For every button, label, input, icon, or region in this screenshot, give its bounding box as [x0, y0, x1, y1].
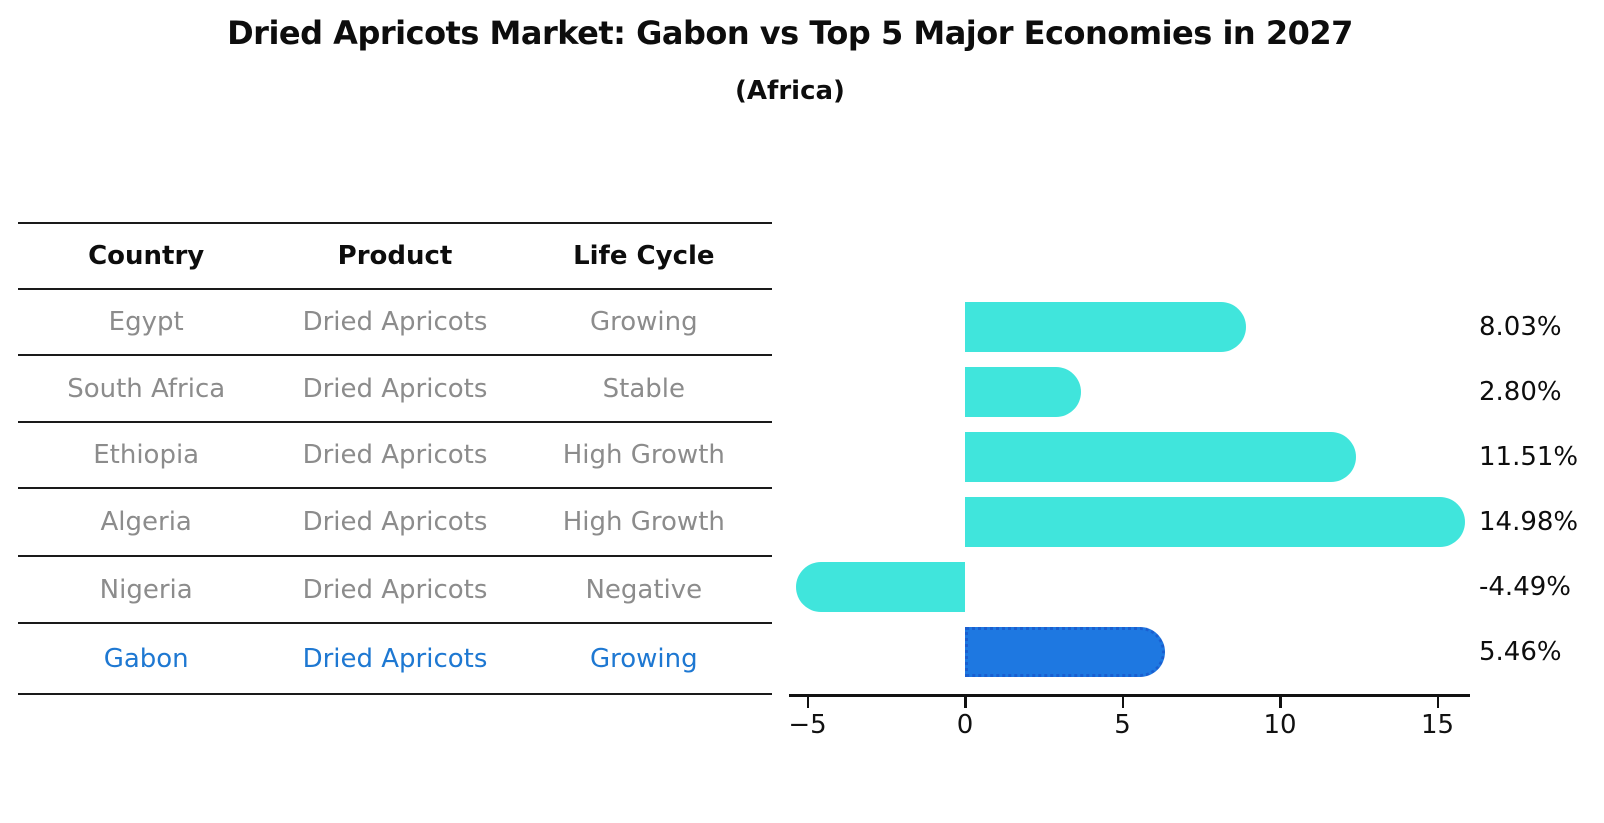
- table-cell-life-cycle: High Growth: [562, 440, 725, 470]
- x-axis-tick: [1279, 697, 1282, 708]
- x-axis-tick-label: 5: [1114, 710, 1131, 740]
- table-cell-country: Nigeria: [99, 574, 193, 605]
- table-row: South Africa Dried Apricots Stable: [18, 356, 772, 421]
- x-axis-tick-label: 10: [1263, 710, 1297, 740]
- table-cell-country: South Africa: [67, 373, 226, 404]
- table-cell-product: Dried Apricots: [302, 507, 488, 537]
- table-cell-country: Algeria: [100, 507, 192, 537]
- value-label-ethiopia: 11.51%: [1479, 442, 1579, 472]
- table-bottom-border: [18, 693, 772, 695]
- table-row: Gabon Dried Apricots Growing: [18, 624, 772, 693]
- table-cell-product: Dried Apricots: [302, 307, 488, 337]
- x-axis-tick-label: 0: [956, 710, 974, 740]
- x-axis-tick: [806, 697, 809, 708]
- table-cell-product: Dried Apricots: [302, 574, 488, 605]
- value-label-gabon: 5.46%: [1479, 637, 1562, 667]
- bar-gabon: [965, 627, 1165, 677]
- bar-nigeria: [795, 562, 965, 612]
- bar-ethiopia: [965, 432, 1356, 482]
- x-axis-tick: [1436, 697, 1439, 708]
- table-cell-product: Dried Apricots: [302, 440, 488, 470]
- table-row: Algeria Dried Apricots High Growth: [18, 489, 772, 555]
- table-row: Egypt Dried Apricots Growing: [18, 290, 772, 354]
- table-row-divider: [18, 555, 772, 557]
- table-row: Ethiopia Dried Apricots High Growth: [18, 423, 772, 487]
- x-axis-tick-label: −5: [788, 710, 827, 740]
- x-axis-tick: [964, 697, 967, 708]
- bar-algeria: [965, 497, 1465, 547]
- column-header-product: Product: [337, 241, 453, 271]
- table-cell-life-cycle: High Growth: [562, 507, 725, 537]
- x-axis-tick: [1121, 697, 1124, 708]
- bar-south-africa: [965, 367, 1082, 417]
- table-top-border: [18, 222, 772, 224]
- column-header-country: Country: [88, 241, 205, 271]
- value-label-south-africa: 2.80%: [1479, 377, 1562, 407]
- table-header-row: Country Product Life Cycle: [18, 224, 772, 288]
- x-axis-tick-label: 15: [1420, 710, 1455, 740]
- value-label-nigeria: -4.49%: [1479, 572, 1571, 602]
- table-cell-product: Dried Apricots: [302, 643, 488, 674]
- table-cell-product: Dried Apricots: [302, 373, 488, 404]
- page-title: Dried Apricots Market: Gabon vs Top 5 Ma…: [227, 14, 1353, 52]
- bar-egypt: [965, 302, 1246, 352]
- table-row-divider: [18, 487, 772, 489]
- column-header-life-cycle: Life Cycle: [573, 241, 715, 271]
- table-cell-life-cycle: Growing: [589, 643, 698, 674]
- table-cell-life-cycle: Negative: [585, 574, 703, 605]
- x-axis-line: [789, 694, 1470, 697]
- value-label-egypt: 8.03%: [1479, 312, 1562, 342]
- value-label-algeria: 14.98%: [1479, 507, 1579, 537]
- table-row: Nigeria Dried Apricots Negative: [18, 557, 772, 622]
- table-header-border: [18, 288, 772, 290]
- page-subtitle: (Africa): [735, 76, 845, 106]
- table-row-divider: [18, 421, 772, 423]
- table-cell-country: Egypt: [108, 307, 184, 337]
- table-cell-country: Gabon: [103, 643, 189, 674]
- table-row-divider: [18, 622, 772, 624]
- table-cell-life-cycle: Growing: [589, 307, 698, 337]
- table-cell-life-cycle: Stable: [602, 373, 685, 404]
- table-row-divider: [18, 354, 772, 356]
- table-cell-country: Ethiopia: [93, 440, 200, 470]
